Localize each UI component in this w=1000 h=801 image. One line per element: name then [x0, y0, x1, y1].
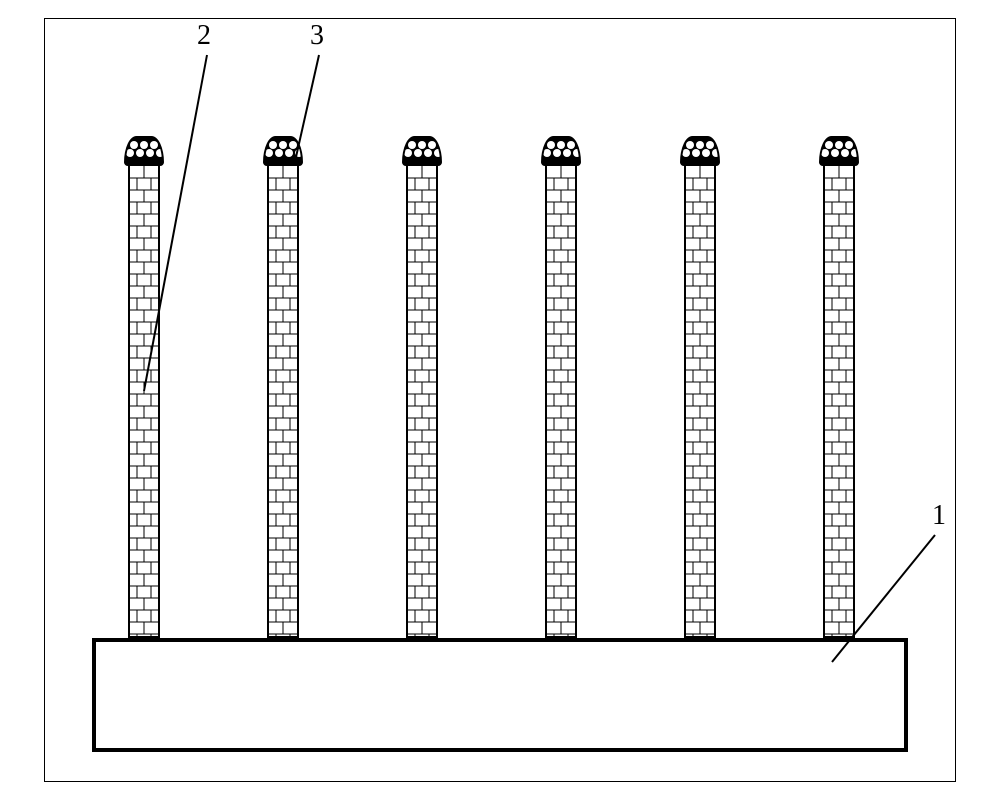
- pillar-cap: [402, 136, 442, 166]
- cap-dot: [404, 149, 412, 157]
- pillar-cap: [124, 136, 164, 166]
- pillar: [545, 164, 577, 638]
- cap-dot: [706, 141, 714, 149]
- cap-dot: [845, 141, 853, 149]
- cap-dot: [686, 141, 694, 149]
- cap-dot: [265, 149, 273, 157]
- cap-dot: [418, 141, 426, 149]
- cap-dot: [567, 141, 575, 149]
- pillar-cap: [819, 136, 859, 166]
- cap-dot: [150, 141, 158, 149]
- cap-dot: [696, 141, 704, 149]
- cap-dot: [835, 141, 843, 149]
- diagram-stage: 2 3 1: [0, 0, 1000, 801]
- cap-dot: [573, 149, 581, 157]
- cap-dot: [269, 141, 277, 149]
- cap-dot: [289, 141, 297, 149]
- callout-label-1: 1: [932, 502, 946, 530]
- pillar: [684, 164, 716, 638]
- cap-dot: [821, 149, 829, 157]
- cap-dot: [275, 149, 283, 157]
- cap-dot: [279, 141, 287, 149]
- cap-dot: [682, 149, 690, 157]
- cap-dot: [130, 141, 138, 149]
- cap-dot: [841, 149, 849, 157]
- pillar: [128, 164, 160, 638]
- cap-dot: [414, 149, 422, 157]
- cap-dot: [285, 149, 293, 157]
- cap-dot: [543, 149, 551, 157]
- cap-dot: [126, 149, 134, 157]
- cap-dot: [825, 141, 833, 149]
- pillar: [267, 164, 299, 638]
- cap-dot: [851, 149, 859, 157]
- pillar-cap: [541, 136, 581, 166]
- cap-dot: [140, 141, 148, 149]
- cap-dot: [831, 149, 839, 157]
- cap-dot: [434, 149, 442, 157]
- cap-dot: [136, 149, 144, 157]
- pillar: [406, 164, 438, 638]
- pillar-cap: [680, 136, 720, 166]
- pillar: [823, 164, 855, 638]
- cap-dot: [702, 149, 710, 157]
- callout-label-3: 3: [310, 22, 324, 50]
- cap-dot: [692, 149, 700, 157]
- cap-dot: [146, 149, 154, 157]
- pillar-cap: [263, 136, 303, 166]
- cap-dot: [712, 149, 720, 157]
- cap-dot: [553, 149, 561, 157]
- cap-dot: [547, 141, 555, 149]
- cap-dot: [563, 149, 571, 157]
- cap-dot: [557, 141, 565, 149]
- cap-dot: [424, 149, 432, 157]
- cap-dot: [428, 141, 436, 149]
- cap-dot: [156, 149, 164, 157]
- callout-label-2: 2: [197, 22, 211, 50]
- cap-dot: [295, 149, 303, 157]
- substrate-base: [92, 638, 908, 752]
- cap-dot: [408, 141, 416, 149]
